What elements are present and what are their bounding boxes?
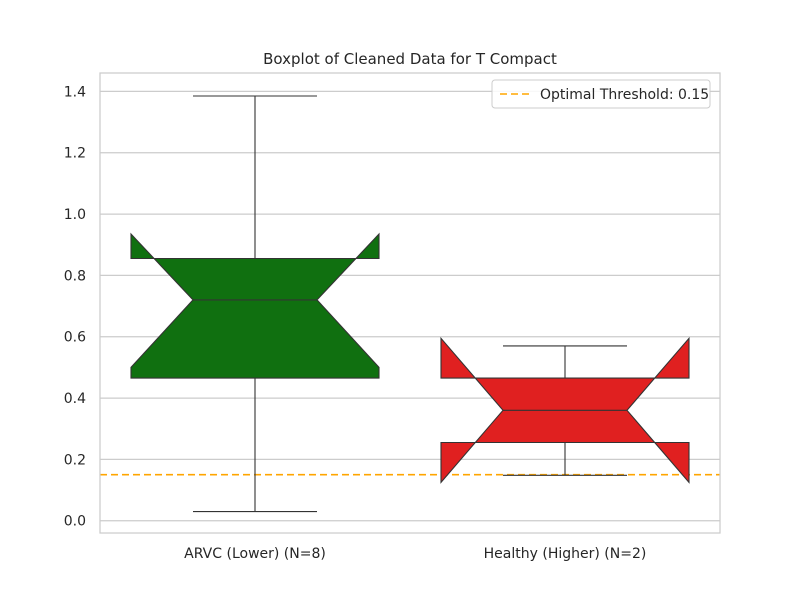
tick-labels-layer: 0.0 0.2 0.4 0.6 0.8 1.0 1.2 1.4 ARVC (Lower) (N=…: [64, 84, 647, 562]
plot-frame: [99, 72, 721, 534]
y-tick-label: 1.4: [64, 84, 86, 100]
box-group: [130, 95, 380, 513]
y-tick-label: 1.0: [64, 207, 86, 223]
notched-box: [130, 232, 380, 379]
chart-title: Boxplot of Cleaned Data for T Compact: [263, 50, 557, 68]
y-tick-label: 0.6: [64, 330, 86, 346]
y-tick-label: 1.2: [64, 146, 86, 162]
legend-box: [491, 79, 711, 109]
x-tick-label: Healthy (Higher) (N=2): [484, 546, 647, 562]
legend-label: Optimal Threshold: 0.15: [540, 87, 709, 103]
boxes-layer: [130, 95, 690, 513]
y-tick-label: 0.8: [64, 268, 86, 284]
y-tick-label: 0.4: [64, 391, 86, 407]
legend: Optimal Threshold: 0.15: [491, 79, 711, 109]
box-group: [440, 336, 690, 484]
y-tick-label: 0.0: [64, 514, 86, 530]
y-tick-label: 0.2: [64, 452, 86, 468]
x-tick-label: ARVC (Lower) (N=8): [184, 546, 326, 562]
